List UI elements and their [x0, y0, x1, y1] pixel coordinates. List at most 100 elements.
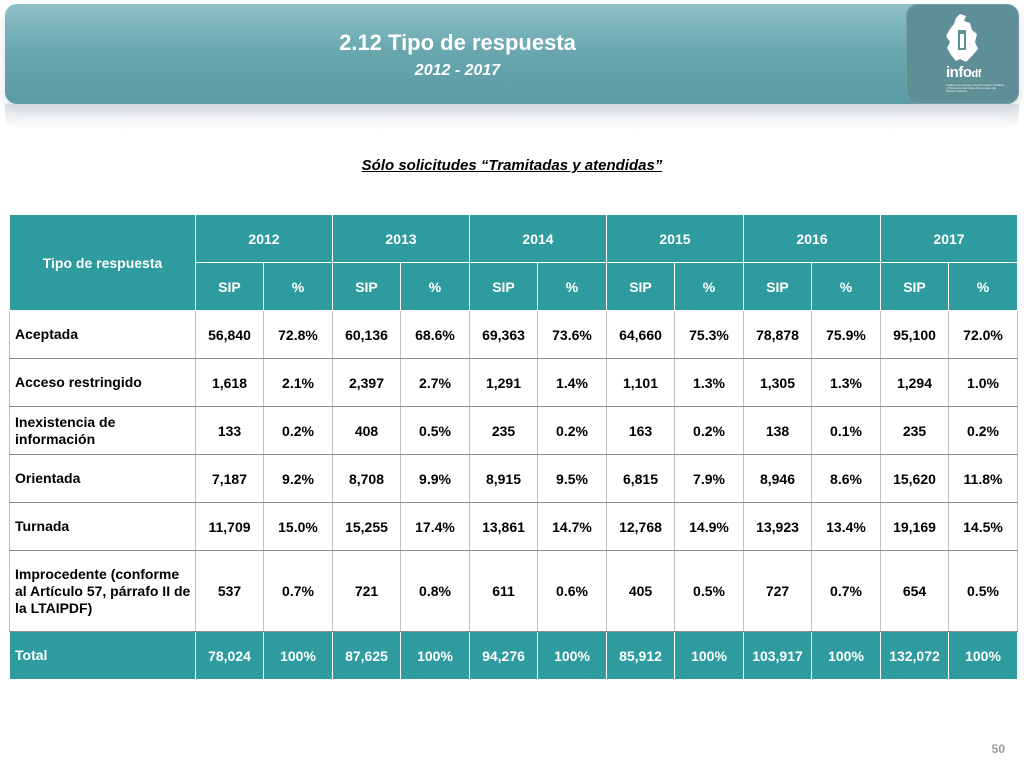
table-cell: 6,815: [606, 454, 675, 503]
metric-header: %: [263, 262, 333, 311]
year-header: 2017: [880, 214, 1018, 263]
table-cell: 2.1%: [263, 358, 333, 407]
total-cell: 87,625: [332, 631, 401, 680]
total-cell: 94,276: [469, 631, 538, 680]
table-cell: 64,660: [606, 310, 675, 359]
table-cell: 2,397: [332, 358, 401, 407]
table-row: Aceptada 56,840 72.8% 60,136 68.6% 69,363 73.6…: [9, 310, 1018, 359]
row-label: Turnada: [9, 502, 196, 551]
year-header: 2015: [606, 214, 744, 263]
table-cell: 9.9%: [400, 454, 470, 503]
table-cell: 1.0%: [948, 358, 1018, 407]
table-cell: 133: [195, 406, 264, 455]
table-cell: 0.2%: [948, 406, 1018, 455]
table-cell: 7.9%: [674, 454, 744, 503]
table-caption: Sólo solicitudes “Tramitadas y atendidas…: [361, 157, 663, 174]
table-cell: 72.0%: [948, 310, 1018, 359]
table-cell: 1,101: [606, 358, 675, 407]
total-cell: 85,912: [606, 631, 675, 680]
table-cell: 0.2%: [263, 406, 333, 455]
table-cell: 537: [195, 550, 264, 632]
year-header: 2016: [743, 214, 881, 263]
year-header: 2013: [332, 214, 470, 263]
table-cell: 1.3%: [811, 358, 881, 407]
table-cell: 0.5%: [948, 550, 1018, 632]
table-cell: 75.9%: [811, 310, 881, 359]
table-cell: 727: [743, 550, 812, 632]
metric-header: SIP: [743, 262, 812, 311]
banner-shadow: [5, 104, 1019, 130]
table-cell: 721: [332, 550, 401, 632]
metric-header: %: [948, 262, 1018, 311]
response-type-table: Tipo de respuesta 2012 2013 2014 2015 2016 201…: [9, 214, 1018, 680]
table-cell: 2.7%: [400, 358, 470, 407]
total-cell: 100%: [674, 631, 744, 680]
table-cell: 0.2%: [537, 406, 607, 455]
table-cell: 13.4%: [811, 502, 881, 551]
total-cell: 100%: [400, 631, 470, 680]
table-cell: 75.3%: [674, 310, 744, 359]
table-cell: 1,305: [743, 358, 812, 407]
metric-header: %: [674, 262, 744, 311]
table-cell: 14.9%: [674, 502, 744, 551]
metric-header: SIP: [880, 262, 949, 311]
table-cell: 60,136: [332, 310, 401, 359]
row-label: Improcedente (conforme al Artículo 57, p…: [9, 550, 196, 632]
table-cell: 408: [332, 406, 401, 455]
table-cell: 0.2%: [674, 406, 744, 455]
table-cell: 9.5%: [537, 454, 607, 503]
metric-header: SIP: [469, 262, 538, 311]
table-cell: 0.1%: [811, 406, 881, 455]
total-cell: 100%: [263, 631, 333, 680]
infodf-logo: infodf Instituto de Acceso a la Informac…: [906, 4, 1019, 104]
row-label: Aceptada: [9, 310, 196, 359]
page-number: 50: [991, 742, 1005, 756]
metric-header: SIP: [195, 262, 264, 311]
table-row: Inexistencia de información 133 0.2% 408 0.5…: [9, 406, 1018, 455]
title-banner: [5, 4, 1019, 104]
table-cell: 9.2%: [263, 454, 333, 503]
table-cell: 11,709: [195, 502, 264, 551]
page-title: 2.12 Tipo de respuesta: [339, 30, 576, 55]
table-cell: 0.5%: [674, 550, 744, 632]
total-cell: 100%: [811, 631, 881, 680]
map-silhouette-icon: [946, 14, 978, 62]
table-cell: 1.4%: [537, 358, 607, 407]
table-cell: 13,861: [469, 502, 538, 551]
metric-header: %: [811, 262, 881, 311]
metric-header: SIP: [606, 262, 675, 311]
table-cell: 0.5%: [400, 406, 470, 455]
table-cell: 0.6%: [537, 550, 607, 632]
table-cell: 235: [880, 406, 949, 455]
row-label: Inexistencia de información: [9, 406, 196, 455]
table-cell: 15,255: [332, 502, 401, 551]
total-row: Total 78,024 100% 87,625 100% 94,276 100% 85,91…: [9, 631, 1018, 680]
year-header: 2012: [195, 214, 333, 263]
total-cell: 78,024: [195, 631, 264, 680]
table-cell: 14.7%: [537, 502, 607, 551]
table-cell: 95,100: [880, 310, 949, 359]
table-cell: 8,915: [469, 454, 538, 503]
table-cell: 1,618: [195, 358, 264, 407]
total-cell: 132,072: [880, 631, 949, 680]
table-cell: 72.8%: [263, 310, 333, 359]
table-cell: 1,294: [880, 358, 949, 407]
logo-wordmark: infodf: [946, 64, 981, 81]
header-row-metrics: SIP% SIP% SIP% SIP% SIP% SIP%: [10, 262, 1018, 311]
table-cell: 405: [606, 550, 675, 632]
total-cell: 100%: [948, 631, 1018, 680]
table-row: Improcedente (conforme al Artículo 57, p…: [9, 550, 1018, 632]
table-cell: 8.6%: [811, 454, 881, 503]
table-cell: 138: [743, 406, 812, 455]
table-cell: 12,768: [606, 502, 675, 551]
table-cell: 73.6%: [537, 310, 607, 359]
table-cell: 163: [606, 406, 675, 455]
table-cell: 0.7%: [811, 550, 881, 632]
table-cell: 78,878: [743, 310, 812, 359]
table-cell: 56,840: [195, 310, 264, 359]
row-label: Acceso restringido: [9, 358, 196, 407]
table-cell: 13,923: [743, 502, 812, 551]
table-cell: 611: [469, 550, 538, 632]
table-cell: 69,363: [469, 310, 538, 359]
table-cell: 11.8%: [948, 454, 1018, 503]
